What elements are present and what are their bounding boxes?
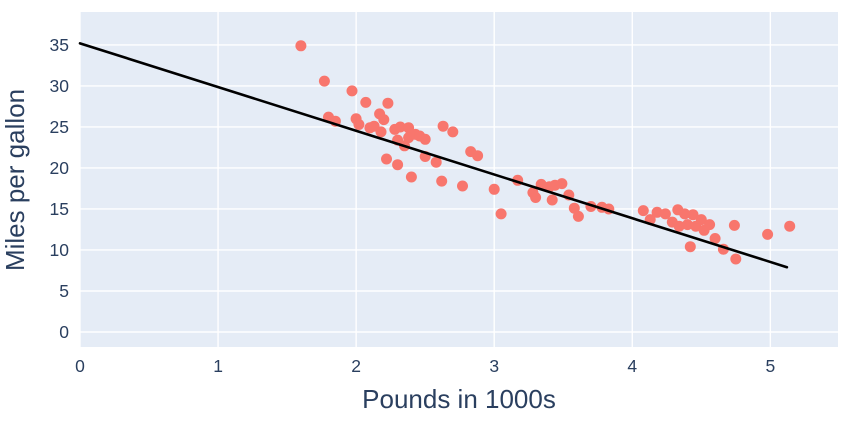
- data-point: [546, 194, 558, 206]
- y-tick-label: 35: [50, 35, 69, 55]
- data-point: [556, 178, 568, 190]
- y-tick-label: 5: [59, 281, 69, 301]
- x-tick-label: 0: [75, 356, 85, 376]
- x-tick-label: 5: [765, 356, 775, 376]
- data-point: [392, 159, 404, 171]
- data-point: [375, 126, 387, 138]
- data-point: [684, 241, 696, 253]
- data-point: [709, 233, 721, 244]
- data-point: [472, 150, 484, 162]
- data-point: [572, 210, 584, 222]
- data-point: [405, 171, 417, 183]
- data-point: [419, 133, 431, 145]
- data-point: [318, 75, 330, 87]
- regression-line: [78, 42, 789, 269]
- y-tick-label: 25: [50, 117, 69, 137]
- x-tick-label: 3: [489, 356, 499, 376]
- data-point: [730, 253, 742, 265]
- data-point: [687, 209, 699, 221]
- data-point: [488, 183, 500, 195]
- data-point: [704, 219, 716, 231]
- x-tick-label: 2: [351, 356, 361, 376]
- data-point: [403, 122, 415, 134]
- data-point: [651, 206, 663, 218]
- data-point: [353, 119, 365, 130]
- data-point: [437, 120, 449, 132]
- data-point: [784, 220, 796, 232]
- y-axis-title: Miles per gallon: [0, 89, 30, 271]
- data-point: [295, 40, 307, 52]
- data-point: [436, 175, 448, 187]
- fit-line-layer: [78, 42, 789, 269]
- data-point: [457, 180, 468, 192]
- y-tick-label: 30: [50, 76, 70, 96]
- data-point: [530, 192, 542, 203]
- data-point: [447, 126, 459, 138]
- plot-area: [80, 12, 838, 347]
- data-point: [637, 205, 649, 217]
- x-axis-title: Pounds in 1000s: [362, 384, 556, 414]
- plot-background-layer: [80, 12, 838, 347]
- data-point: [394, 121, 406, 133]
- scatter-points-layer: [295, 40, 796, 265]
- gridlines-layer: [79, 12, 838, 347]
- data-point: [679, 208, 691, 220]
- data-point: [762, 228, 774, 240]
- data-point: [728, 219, 740, 231]
- data-point: [568, 202, 580, 214]
- data-point: [682, 219, 693, 231]
- data-point: [378, 114, 390, 126]
- data-point: [695, 214, 707, 226]
- data-point: [382, 97, 394, 109]
- y-tick-label: 15: [50, 199, 69, 219]
- data-point: [346, 85, 358, 97]
- data-point: [673, 220, 685, 232]
- x-tick-label: 4: [627, 356, 637, 376]
- x-tick-label: 1: [213, 356, 223, 376]
- tick-labels-layer: 0 1 2 3 4 5 0 5 10 15 20 25 30 35: [50, 35, 776, 376]
- data-point: [495, 208, 507, 220]
- y-tick-label: 20: [50, 158, 70, 178]
- data-point: [360, 96, 372, 108]
- data-point: [430, 156, 442, 168]
- data-point: [381, 153, 392, 165]
- data-point: [659, 208, 671, 220]
- y-tick-label: 0: [59, 322, 69, 342]
- y-tick-label: 10: [50, 240, 70, 260]
